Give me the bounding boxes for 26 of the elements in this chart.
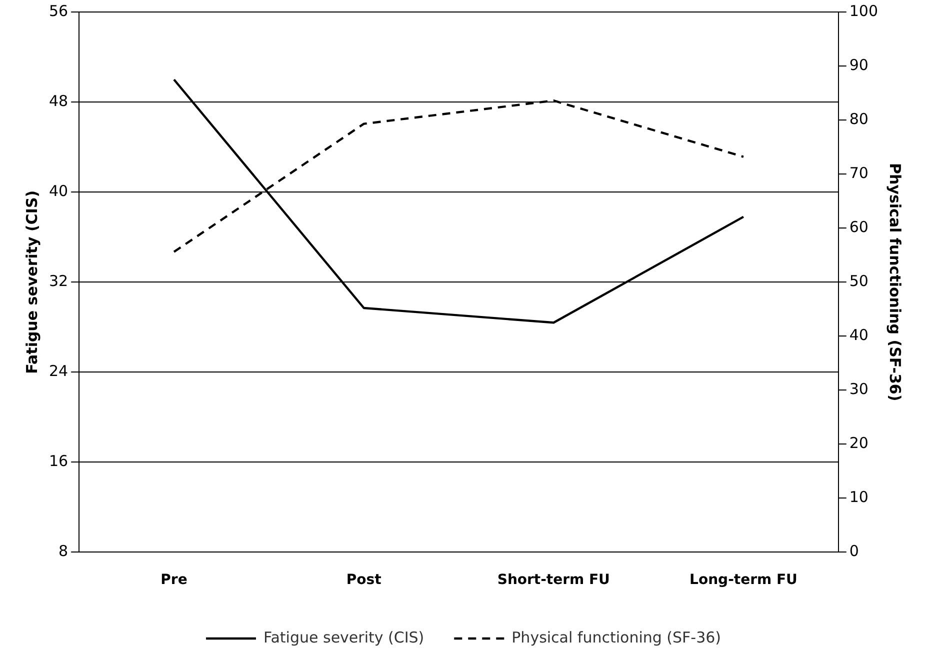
y-tick-label: 40	[48, 182, 68, 200]
y-tick-label: 16	[48, 452, 68, 470]
legend-label: Fatigue severity (CIS)	[263, 628, 424, 646]
x-tick-label: Pre	[160, 572, 188, 588]
y2-tick-label: 90	[849, 56, 868, 74]
legend-label: Physical functioning (SF-36)	[512, 628, 722, 646]
y-tick-label: 8	[58, 542, 68, 560]
y-tick-label: 56	[48, 2, 68, 20]
y2-tick-label: 60	[849, 218, 868, 236]
y2-tick-label: 70	[849, 164, 868, 182]
y-tick-label: 32	[48, 272, 68, 290]
y2-tick-label: 40	[849, 326, 868, 344]
y2-tick-label: 0	[849, 542, 859, 560]
y-tick-label: 48	[48, 92, 68, 110]
y2-tick-label: 100	[849, 2, 878, 20]
x-tick-label: Short-term FU	[497, 572, 610, 588]
y2-axis-title: Physical functioning (SF-36)	[886, 163, 904, 402]
y-tick-label: 24	[48, 362, 68, 380]
y-axis-title: Fatigue severity (CIS)	[22, 190, 41, 374]
y2-tick-label: 20	[849, 434, 868, 452]
y2-tick-label: 10	[849, 488, 868, 506]
x-tick-label: Long-term FU	[690, 572, 798, 588]
y2-tick-label: 50	[849, 272, 868, 290]
x-tick-label: Post	[346, 572, 382, 588]
y2-tick-label: 30	[849, 380, 868, 398]
y2-tick-label: 80	[849, 110, 868, 128]
